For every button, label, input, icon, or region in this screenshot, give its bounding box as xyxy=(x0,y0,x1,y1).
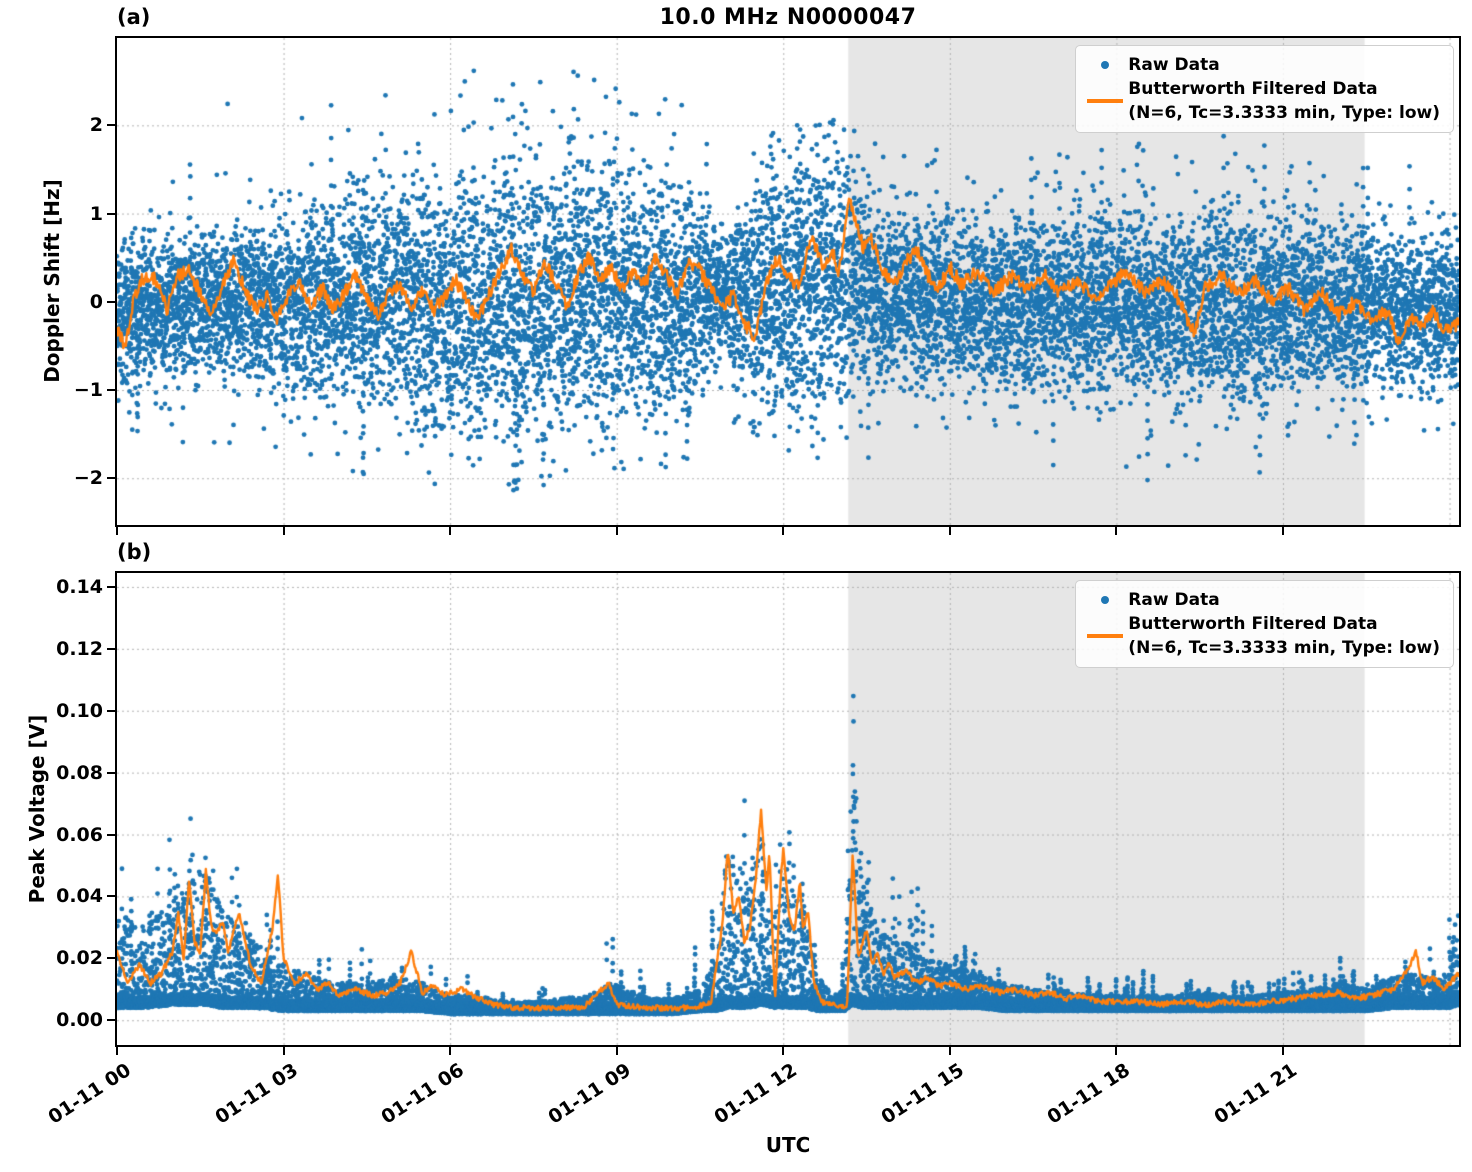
x-tick-mark xyxy=(782,1047,785,1055)
y-tick-label: 0.10 xyxy=(56,699,103,722)
x-tick-mark xyxy=(1281,527,1284,535)
x-axis-label: UTC xyxy=(765,1133,811,1157)
y-tick-mark xyxy=(107,833,116,836)
panel-b-plot-area: Raw Data Butterworth Filtered Data (N=6,… xyxy=(115,571,1461,1047)
y-tick-mark xyxy=(107,212,116,215)
x-tick-label: 01-11 21 xyxy=(1210,1059,1301,1129)
y-tick-mark xyxy=(107,771,116,774)
x-tick-mark xyxy=(948,527,951,535)
x-tick-label: 01-11 09 xyxy=(544,1059,635,1129)
y-tick-mark xyxy=(107,957,116,960)
legend-filtered-label: Butterworth Filtered Data xyxy=(1128,79,1378,100)
y-tick-mark xyxy=(107,389,116,392)
raw-data-marker-icon xyxy=(1101,596,1110,605)
panel-a-label: (a) xyxy=(117,5,151,29)
x-tick-mark xyxy=(449,1047,452,1055)
x-tick-label: 01-11 06 xyxy=(377,1059,469,1129)
x-tick-mark xyxy=(116,1047,118,1055)
y-tick-mark xyxy=(107,477,116,480)
y-tick-label: 0.12 xyxy=(56,637,103,660)
legend-filtered-label: Butterworth Filtered Data xyxy=(1128,614,1378,635)
y-tick-mark xyxy=(107,300,116,303)
y-tick-label: 0.06 xyxy=(56,823,103,846)
x-tick-mark xyxy=(948,1047,951,1055)
legend-filtered-sublabel: (N=6, Tc=3.3333 min, Type: low) xyxy=(1128,638,1440,659)
y-tick-label: −1 xyxy=(73,379,103,402)
x-tick-mark xyxy=(116,527,118,535)
x-tick-label: 01-11 15 xyxy=(877,1059,968,1129)
legend-raw-label: Raw Data xyxy=(1128,55,1220,75)
y-tick-mark xyxy=(107,647,116,650)
x-tick-mark xyxy=(1281,1047,1284,1055)
y-tick-label: 0.04 xyxy=(56,885,103,908)
x-tick-mark xyxy=(615,527,618,535)
y-tick-label: 0 xyxy=(89,290,103,313)
filtered-data-marker-icon xyxy=(1087,634,1124,639)
raw-data-marker-icon xyxy=(1101,61,1110,70)
y-tick-label: 0.14 xyxy=(56,575,103,598)
x-tick-mark xyxy=(449,527,452,535)
x-tick-mark xyxy=(1115,1047,1118,1055)
y-axis-label-b: Peak Voltage [V] xyxy=(25,714,49,904)
x-tick-label: 01-11 12 xyxy=(710,1059,802,1129)
y-tick-mark xyxy=(107,709,116,712)
legend-a: Raw Data Butterworth Filtered Data (N=6,… xyxy=(1075,45,1454,134)
y-tick-label: 0.02 xyxy=(56,947,103,970)
panel-b-label: (b) xyxy=(117,540,152,564)
y-tick-label: −2 xyxy=(73,467,103,490)
filtered-data-marker-icon xyxy=(1087,99,1124,104)
x-tick-mark xyxy=(782,527,785,535)
panel-a-plot-area: Raw Data Butterworth Filtered Data (N=6,… xyxy=(115,36,1461,527)
x-tick-mark xyxy=(1115,527,1118,535)
x-tick-mark xyxy=(282,1047,285,1055)
y-tick-mark xyxy=(107,124,116,127)
x-tick-label: 01-11 03 xyxy=(210,1059,302,1129)
x-tick-label: 01-11 00 xyxy=(44,1059,135,1129)
y-tick-label: 0.08 xyxy=(56,761,103,784)
x-tick-mark xyxy=(615,1047,618,1055)
y-tick-mark xyxy=(107,895,116,898)
y-tick-label: 1 xyxy=(89,202,103,225)
y-tick-label: 0.00 xyxy=(56,1009,103,1032)
y-tick-label: 2 xyxy=(89,114,103,137)
x-tick-mark xyxy=(282,527,285,535)
legend-raw-label: Raw Data xyxy=(1128,590,1220,610)
y-tick-mark xyxy=(107,585,116,588)
legend-filtered-sublabel: (N=6, Tc=3.3333 min, Type: low) xyxy=(1128,103,1440,124)
chart-title: 10.0 MHz N0000047 xyxy=(659,5,917,30)
legend-b: Raw Data Butterworth Filtered Data (N=6,… xyxy=(1075,580,1454,669)
y-tick-mark xyxy=(107,1019,116,1022)
x-tick-label: 01-11 18 xyxy=(1043,1059,1135,1129)
